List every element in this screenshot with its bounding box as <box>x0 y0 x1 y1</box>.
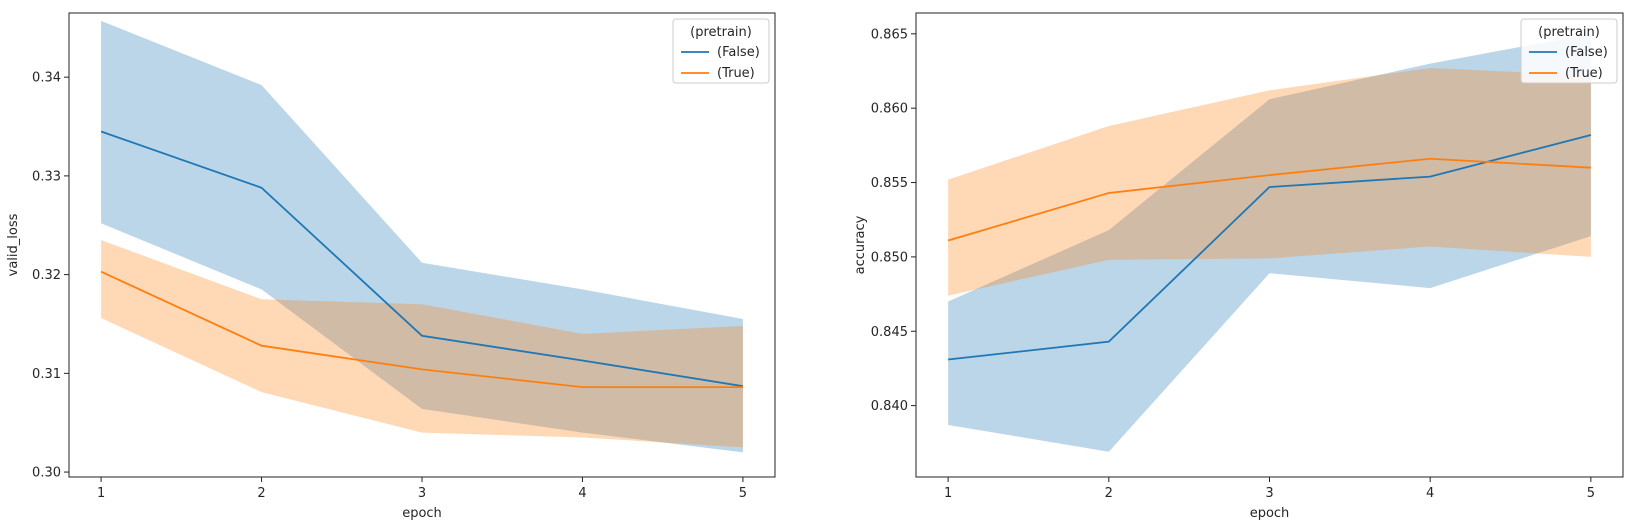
legend-box <box>1520 18 1618 84</box>
confidence-band <box>101 20 743 453</box>
legend-title: (pretrain) <box>690 25 752 40</box>
y-tick-label: 0.34 <box>32 71 61 86</box>
x-axis-label: epoch <box>1250 506 1290 521</box>
y-axis-label: accuracy <box>853 215 868 274</box>
x-tick-label: 2 <box>257 486 265 501</box>
y-tick-label: 0.850 <box>871 250 908 265</box>
series-line <box>948 134 1592 361</box>
series-line <box>947 157 1591 242</box>
series-line <box>100 130 744 388</box>
y-tick-label: 0.30 <box>32 466 61 481</box>
legend-entry: (True) <box>1565 66 1603 81</box>
legend-entry: (False) <box>1565 45 1608 60</box>
y-tick-label: 0.32 <box>32 268 61 283</box>
x-tick-label: 1 <box>97 486 105 501</box>
series-line <box>100 270 743 389</box>
x-tick-label: 1 <box>944 486 952 501</box>
confidence-band <box>948 33 1591 452</box>
y-tick-label: 0.865 <box>871 27 908 42</box>
x-tick-label: 2 <box>1105 486 1113 501</box>
confidence-band <box>948 68 1591 296</box>
x-tick-label: 5 <box>1587 486 1595 501</box>
y-axis-label: valid_loss <box>6 213 21 276</box>
y-tick-label: 0.860 <box>871 102 908 117</box>
x-tick-label: 5 <box>739 486 747 501</box>
x-tick-label: 3 <box>418 486 426 501</box>
x-tick-label: 3 <box>1265 486 1273 501</box>
legend: (pretrain) (False) (True) <box>672 18 770 84</box>
x-tick-label: 4 <box>578 486 586 501</box>
panel-valid-loss: 1 2 3 4 5 0.30 0.31 0.32 0.33 0.34 epoch valid_l… <box>6 12 776 521</box>
panel-accuracy: 1 2 3 4 5 0.840 0.845 0.850 0.855 0.860 0.865 epo… <box>853 12 1624 521</box>
y-tick-label: 0.33 <box>32 169 61 184</box>
legend-entry: (False) <box>717 45 760 60</box>
x-axis-label: epoch <box>402 506 442 521</box>
y-tick-label: 0.845 <box>871 325 908 340</box>
legend-box <box>672 18 770 84</box>
x-tick-label: 4 <box>1426 486 1434 501</box>
legend: (pretrain) (False) (True) <box>1520 18 1618 84</box>
y-tick-label: 0.855 <box>871 176 908 191</box>
confidence-band <box>101 240 743 448</box>
legend-title: (pretrain) <box>1538 25 1600 40</box>
legend-entry: (True) <box>717 66 755 81</box>
y-tick-label: 0.840 <box>871 399 908 414</box>
y-tick-label: 0.31 <box>32 367 61 382</box>
